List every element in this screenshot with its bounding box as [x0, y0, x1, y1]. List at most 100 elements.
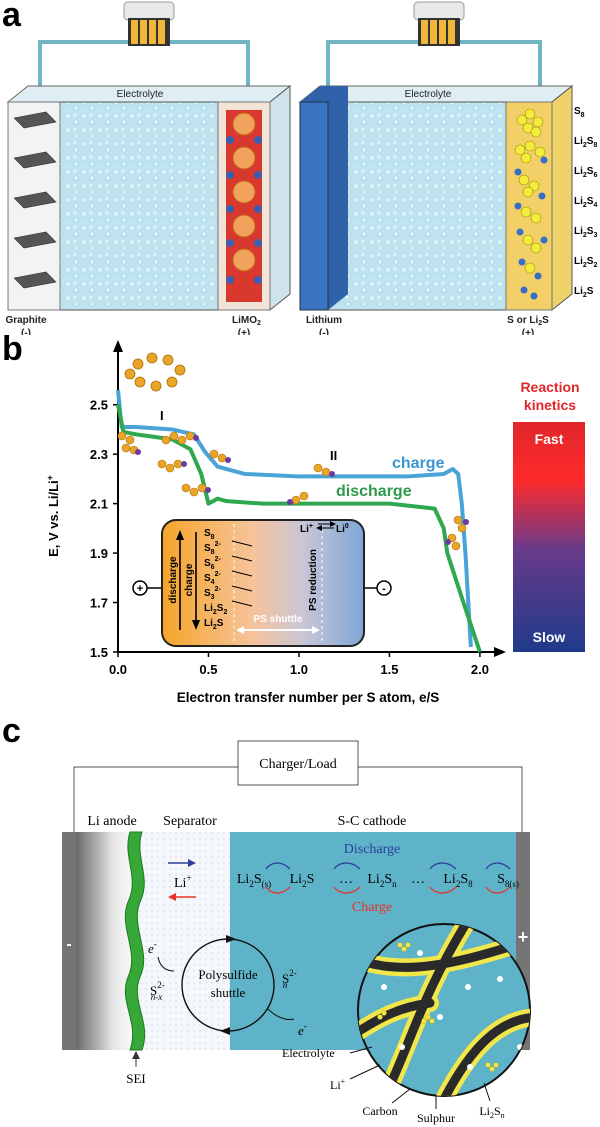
discharge-label: discharge: [336, 483, 412, 500]
wire-left-a: [38, 40, 128, 88]
snx-label: S2-n-x: [150, 980, 165, 1002]
inset-species-label: S82-: [204, 541, 221, 556]
x-axis-label: Electron transfer number per S atom, e/S: [177, 690, 440, 705]
inset-minus-terminal: [376, 580, 392, 596]
x-tick-label: 1.0: [290, 662, 308, 677]
sulfur-clusters: [514, 108, 548, 300]
species-label: Li2S6: [574, 166, 597, 179]
sn-label: S2-n: [282, 968, 297, 990]
charger-icon: [123, 1, 175, 46]
electrolyte-pointer: [349, 1046, 373, 1054]
shuttle-label-2: shuttle: [211, 985, 246, 1000]
y-tick-label: 1.9: [90, 546, 108, 561]
sulfur-electrode: [505, 101, 553, 311]
li-small-pointer: [349, 1064, 381, 1080]
li-anode-label: Li anode: [87, 814, 136, 829]
inset-species-label: S32-: [204, 586, 221, 601]
y-tick-label: 2.1: [90, 497, 108, 512]
minus-terminal: -: [66, 936, 71, 953]
chain-arrows: [265, 862, 511, 894]
kinetics-title-1: Reaction: [520, 379, 579, 395]
wire-right-a: [170, 40, 250, 88]
panel-c-letter: c: [2, 712, 21, 750]
charger-icon-2: [413, 1, 465, 46]
panel-b-chart: 0.0 0.5 1.0 1.5 2.0 2.5 2.3 2.1 1.9 1.7 1.5 E, V v…: [45, 340, 585, 705]
li2sn-label: Li2Sn: [479, 1104, 504, 1120]
x-tick-label: 1.5: [380, 662, 398, 677]
chain-species: Li2S8: [443, 872, 473, 889]
carbon-label: Carbon: [362, 1104, 397, 1118]
carbon-pointer: [391, 1088, 411, 1104]
inset-species-label: S42-: [204, 571, 221, 586]
sulfur-label: S or Li2S: [507, 315, 549, 327]
panel-a-letter: a: [2, 0, 21, 34]
polysulfide-molecules: [117, 431, 467, 551]
electrolyte-label: Electrolyte: [282, 1046, 335, 1060]
plateau-II-label: II: [330, 448, 337, 463]
charger-load-box: [237, 740, 359, 786]
x-tick-label: 2.0: [471, 662, 489, 677]
species-label: Li2S8: [574, 136, 597, 149]
chain-species: Li2Sn: [367, 872, 397, 889]
graphite-layers: [13, 111, 57, 289]
inset-discharge: discharge: [168, 556, 179, 604]
shuttle-label-1: Polysulfide: [198, 967, 257, 982]
li2sn-pointer: [483, 1082, 491, 1102]
chain-species: …: [339, 872, 353, 887]
species-label: Li2S3: [574, 226, 597, 239]
inset-species-label: S62-: [204, 556, 221, 571]
wire-right-b: [460, 40, 542, 88]
li-small-label: Li+: [330, 1077, 346, 1092]
chain-species: Li2S: [290, 872, 315, 889]
species-list: S8 Li2S8 Li2S6 Li2S4 Li2S3 Li2S2 Li2S: [574, 106, 597, 299]
electron-right-arrow: [267, 1008, 295, 1020]
limo2-sign: (+): [238, 328, 251, 335]
y-axis-arrow: [113, 340, 123, 352]
chain-species: S8(s): [497, 872, 519, 889]
anode-collector: [62, 832, 76, 1050]
li-ion-label: Li+: [174, 873, 192, 891]
inset-li-plus: Li+: [300, 523, 313, 535]
wire-left-b: [326, 40, 418, 88]
inset-species-label: Li2S: [204, 618, 224, 631]
lithium-label: Lithium: [306, 315, 342, 326]
inset-ps-reduction: PS reduction: [308, 549, 319, 611]
chain-species: …: [411, 872, 425, 887]
inset-box: [161, 519, 365, 647]
panel-c-figure: Charger/Load Li anode Separator S-C cath…: [62, 740, 531, 1125]
kinetics-colorbar: [513, 422, 585, 652]
s8-ring-molecule: [124, 352, 186, 392]
kinetics-title-2: kinetics: [524, 397, 576, 413]
sulfur-sign: (+): [522, 328, 535, 335]
discharge-curve: [116, 404, 482, 653]
inset-ps-shuttle: PS shuttle: [254, 614, 303, 625]
sei-layer: [124, 831, 146, 1051]
inset-plus-sign: +: [137, 583, 143, 595]
kinetics-slow: Slow: [533, 629, 566, 645]
inset-minus-sign: -: [382, 583, 386, 595]
right-cell: Electrolyte Lithium (-) S or Li2S (+) S8…: [298, 1, 597, 335]
graphite-sign: (-): [21, 328, 31, 335]
lithium-sign: (-): [319, 328, 329, 335]
sulphur-label: Sulphur: [417, 1111, 455, 1125]
wire-c-left: [73, 766, 238, 832]
kinetics-fast: Fast: [535, 431, 564, 447]
y-tick-label: 1.7: [90, 596, 108, 611]
reaction-chain: Li2S(s) Li2S … Li2Sn … Li2S8 S8(s): [237, 872, 519, 889]
species-label: Li2S4: [574, 196, 597, 209]
charger-load-label: Charger/Load: [259, 757, 337, 772]
electron-right: e-: [298, 1021, 307, 1038]
inset-species-label: Li2S2: [204, 603, 227, 616]
charge-label: charge: [392, 455, 445, 472]
y-tick-label: 1.5: [90, 645, 108, 660]
species-label: Li2S2: [574, 256, 597, 269]
limo2-label: LiMO2: [232, 315, 261, 327]
x-axis-arrow: [494, 647, 506, 657]
left-cell: Electrolyte Graphite (-) LiMO2 (+): [5, 1, 292, 335]
graphite-label: Graphite: [5, 315, 47, 326]
charge-curve: [116, 389, 473, 648]
electron-left-arrow: [157, 956, 175, 972]
discharge-label: Discharge: [344, 842, 401, 857]
